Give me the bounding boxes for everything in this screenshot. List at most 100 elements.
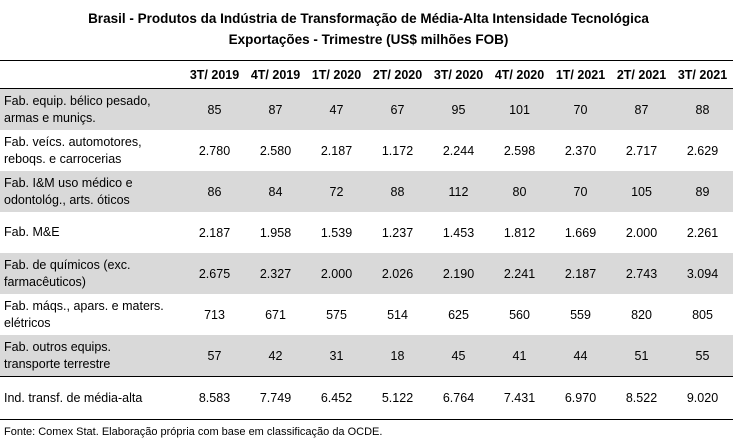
value-cell: 713 (204, 307, 225, 322)
value-cell: 1.172 (381, 143, 414, 158)
value-cell: 84 (245, 171, 306, 212)
value-cell: 1.539 (320, 225, 353, 240)
value-cell: 70 (550, 88, 611, 130)
row-label-line-1: Fab. máqs., apars. e maters. (4, 298, 164, 313)
row-label-line-1: Fab. de químicos (exc. (4, 257, 131, 272)
table-row: Ind. transf. de média-alta 8.583 7.749 6.45… (0, 376, 733, 420)
row-label-line-1: Fab. outros equips. (4, 339, 112, 354)
value-cell: 2.190 (428, 253, 489, 294)
value-cell: 87 (245, 88, 306, 130)
row-label-line-1: Fab. I&M uso médico e (4, 175, 133, 190)
row-label: Fab. de químicos (exc. farmacêuticos) (0, 253, 184, 294)
table-row: Fab. outros equips. transporte terrestre 5… (0, 335, 733, 377)
value-cell: 101 (489, 88, 550, 130)
value-cell: 55 (672, 335, 733, 377)
row-label-line-1: Ind. transf. de média-alta (4, 390, 143, 405)
value-cell: 88 (672, 88, 733, 130)
value-cell: 95 (428, 88, 489, 130)
value-cell: 42 (245, 335, 306, 377)
row-label: Fab. outros equips. transporte terrestre (0, 335, 184, 377)
table-row: Fab. I&M uso médico e odontológ., arts. ó… (0, 171, 733, 212)
header-col-8: 3T/ 2021 (672, 60, 733, 89)
value-cell: 89 (672, 171, 733, 212)
value-cell: 44 (550, 335, 611, 377)
value-cell: 88 (367, 171, 428, 212)
value-cell: 2.244 (442, 143, 475, 158)
value-cell: 2.261 (686, 225, 719, 240)
value-cell: 8.522 (611, 376, 672, 420)
header-col-0: 3T/ 2019 (184, 60, 245, 89)
row-label-line-2: odontológ., arts. óticos (4, 192, 130, 207)
value-cell: 45 (428, 335, 489, 377)
row-label-line-2: reboqs. e carrocerias (4, 151, 122, 166)
value-cell: 70 (550, 171, 611, 212)
header-label-cell (0, 60, 184, 89)
value-cell: 2.629 (686, 143, 719, 158)
table-body: Fab. equip. bélico pesado, armas e muniçs… (0, 88, 733, 420)
value-cell: 51 (611, 335, 672, 377)
value-cell: 8.583 (184, 376, 245, 420)
row-label: Fab. I&M uso médico e odontológ., arts. ó… (0, 171, 184, 212)
row-label: Ind. transf. de média-alta (0, 376, 184, 420)
header-col-4: 3T/ 2020 (428, 60, 489, 89)
row-label-line-2: transporte terrestre (4, 356, 111, 371)
value-cell: 1.237 (381, 225, 414, 240)
value-cell: 47 (306, 88, 367, 130)
value-cell: 2.026 (367, 253, 428, 294)
value-cell: 3.094 (672, 253, 733, 294)
value-cell: 560 (509, 307, 530, 322)
value-cell: 105 (611, 171, 672, 212)
row-label-line-1: Fab. equip. bélico pesado, (4, 93, 151, 108)
title-line-1: Brasil - Produtos da Indústria de Transf… (88, 11, 649, 26)
value-cell: 2.187 (550, 253, 611, 294)
row-label: Fab. M&E (0, 212, 184, 253)
value-cell: 80 (489, 171, 550, 212)
value-cell: 67 (367, 88, 428, 130)
value-cell: 6.452 (306, 376, 367, 420)
value-cell: 1.958 (259, 225, 292, 240)
value-cell: 5.122 (367, 376, 428, 420)
value-cell: 2.675 (184, 253, 245, 294)
value-cell: 2.598 (503, 143, 536, 158)
value-cell: 18 (367, 335, 428, 377)
value-cell: 2.187 (198, 225, 231, 240)
row-label-line-2: farmacêuticos) (4, 274, 86, 289)
value-cell: 9.020 (672, 376, 733, 420)
value-cell: 87 (611, 88, 672, 130)
value-cell: 514 (387, 307, 408, 322)
row-label: Fab. máqs., apars. e maters. elétricos (0, 294, 184, 335)
value-cell: 1.453 (442, 225, 475, 240)
header-col-2: 1T/ 2020 (306, 60, 367, 89)
value-cell: 85 (184, 88, 245, 130)
row-label: Fab. equip. bélico pesado, armas e muniçs… (0, 88, 184, 130)
value-cell: 2.000 (306, 253, 367, 294)
value-cell: 112 (428, 171, 489, 212)
value-cell: 41 (489, 335, 550, 377)
exports-table: 3T/ 2019 4T/ 2019 1T/ 2020 2T/ 2020 3T/ … (0, 60, 733, 420)
value-cell: 559 (570, 307, 591, 322)
row-label-line-1: Fab. veícs. automotores, (4, 134, 142, 149)
value-cell: 2.187 (320, 143, 353, 158)
value-cell: 671 (265, 307, 286, 322)
source-note: Fonte: Comex Stat. Elaboração própria co… (4, 426, 383, 438)
header-col-3: 2T/ 2020 (367, 60, 428, 89)
table-row: Fab. equip. bélico pesado, armas e muniçs… (0, 88, 733, 130)
value-cell: 86 (184, 171, 245, 212)
value-cell: 2.241 (489, 253, 550, 294)
table-row: Fab. máqs., apars. e maters. elétricos 713… (0, 294, 733, 335)
value-cell: 2.327 (245, 253, 306, 294)
value-cell: 6.970 (550, 376, 611, 420)
value-cell: 2.780 (198, 143, 231, 158)
header-col-7: 2T/ 2021 (611, 60, 672, 89)
header-col-1: 4T/ 2019 (245, 60, 306, 89)
value-cell: 2.580 (259, 143, 292, 158)
title-line-2: Exportações - Trimestre (US$ milhões FOB… (228, 32, 509, 47)
value-cell: 2.743 (611, 253, 672, 294)
table-row: Fab. veícs. automotores, reboqs. e carroc… (0, 130, 733, 171)
row-label-line-2: elétricos (4, 315, 51, 330)
table-title: Brasil - Produtos da Indústria de Transf… (0, 8, 737, 50)
value-cell: 7.749 (245, 376, 306, 420)
row-label-line-1: Fab. M&E (4, 225, 60, 239)
value-cell: 57 (184, 335, 245, 377)
value-cell: 1.669 (564, 225, 597, 240)
